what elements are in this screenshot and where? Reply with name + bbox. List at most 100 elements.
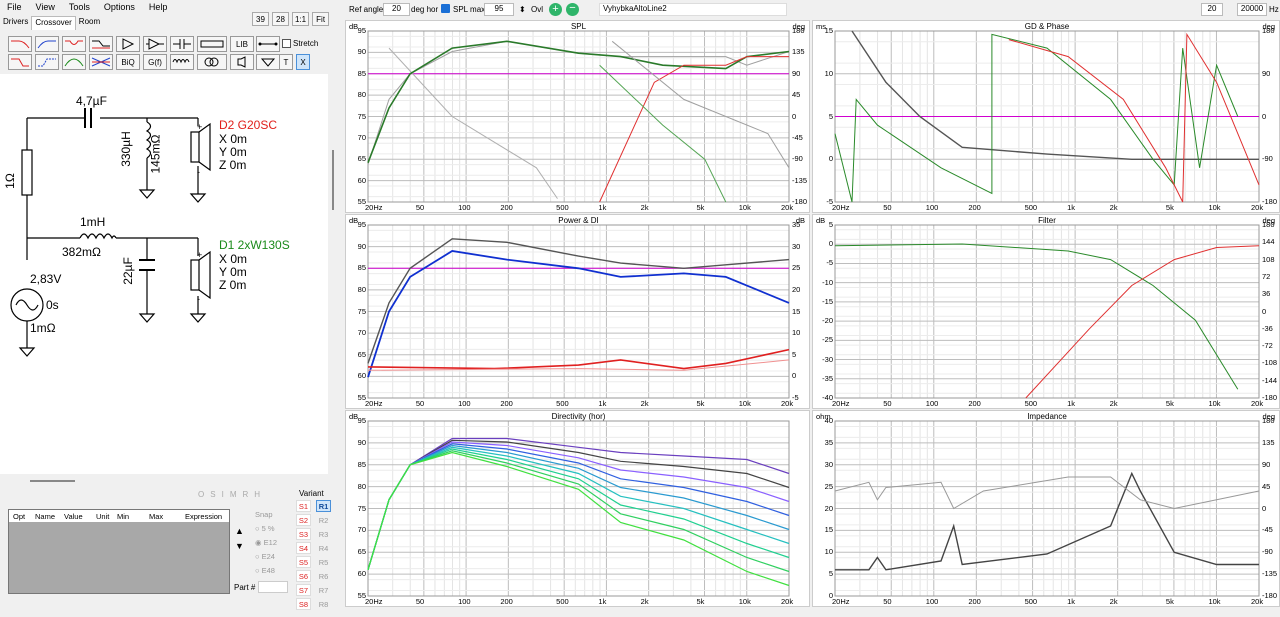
shelf-icon[interactable] <box>89 36 113 52</box>
variant-r6[interactable]: R6 <box>318 571 329 581</box>
buffer-icon[interactable] <box>143 36 167 52</box>
plot-filter-traces <box>834 243 1260 399</box>
driver-d1-name[interactable]: D1 2xW130S <box>219 238 290 252</box>
variant-s7[interactable]: S7 <box>296 584 311 596</box>
variant-s1[interactable]: S1 <box>296 500 311 512</box>
snap-e48[interactable]: ○ E48 <box>255 566 275 575</box>
variant-r1[interactable]: R1 <box>316 500 331 512</box>
highpass-1-icon[interactable] <box>35 36 59 52</box>
inductor-l1-resistance[interactable]: 145mΩ <box>148 134 163 174</box>
plot-spl[interactable]: SPL dB deg 95 90 85 80 75 70 65 60 55 180 135 90 45 0 -45… <box>345 20 810 213</box>
resistor-r1-label[interactable]: 1Ω <box>2 173 17 189</box>
variant-s3[interactable]: S3 <box>296 528 311 540</box>
opt-s[interactable]: S <box>210 490 216 499</box>
variant-r8[interactable]: R8 <box>318 599 329 609</box>
spl-max-checkbox[interactable] <box>441 4 450 13</box>
opt-i[interactable]: I <box>221 490 224 499</box>
wire-icon[interactable] <box>256 36 280 52</box>
speaker-icon[interactable] <box>230 54 254 70</box>
plot-dir[interactable]: Directivity (hor) dB 95 90 85 80 75 70 65 60 55 20H… <box>345 410 810 607</box>
spl-max-input[interactable]: 95 <box>484 3 514 16</box>
bandpass-icon[interactable] <box>62 54 86 70</box>
delete-button[interactable]: X <box>296 54 310 70</box>
capacitor-c2-label[interactable]: 22µF <box>120 257 135 285</box>
menu-tools[interactable]: Tools <box>68 2 90 12</box>
variant-r4[interactable]: R4 <box>318 543 329 553</box>
zoom-39-button[interactable]: 39 <box>252 12 269 26</box>
plot-gd[interactable]: GD & Phase ms deg 15 10 5 0 -5 180 90 0 -90 -180 20Hz… <box>812 20 1280 213</box>
variant-r3[interactable]: R3 <box>318 529 329 539</box>
schematic-canvas[interactable]: + - + - 4,7µF 1Ω 330µH 145mΩ D2 G20SC X 0m… <box>0 74 328 474</box>
variant-r7[interactable]: R7 <box>318 585 329 595</box>
zoom-28-button[interactable]: 28 <box>272 12 289 26</box>
variant-r2[interactable]: R2 <box>318 515 329 525</box>
notch-icon[interactable] <box>62 36 86 52</box>
variant-s5[interactable]: S5 <box>296 556 311 568</box>
plot-filter[interactable]: Filter dB deg 5 0 -5 -10 -15 -20 -25 -30 -35 -40 180 1… <box>812 214 1280 409</box>
plot-gd-ylabel: ms <box>816 22 826 31</box>
biquad-button[interactable]: BiQ <box>116 54 140 70</box>
freq-max-input[interactable]: 20000 <box>1237 3 1267 16</box>
inductor-l1-label[interactable]: 330µH <box>118 131 133 167</box>
tab-drivers[interactable]: Drivers <box>3 17 29 26</box>
opt-r[interactable]: R <box>242 490 249 499</box>
library-button[interactable]: LIB <box>230 36 254 52</box>
move-down-icon[interactable]: ▼ <box>235 541 244 551</box>
transfer-function-button[interactable]: G(f) <box>143 54 167 70</box>
snap-5pct[interactable]: ○ 5 % <box>255 524 275 533</box>
zoom-fit-button[interactable]: Fit <box>312 12 330 26</box>
ref-angle-input[interactable]: 20 <box>383 3 410 16</box>
inductor-icon[interactable] <box>170 54 194 70</box>
freq-min-input[interactable]: 20 <box>1201 3 1223 16</box>
driver-d2-name[interactable]: D2 G20SC <box>219 118 278 132</box>
plot-power[interactable]: Power & DI dB dB 95 90 85 80 75 70 65 60 55 35 30 25 20… <box>345 214 810 409</box>
menu-options[interactable]: Options <box>103 2 135 12</box>
menu-view[interactable]: View <box>35 2 55 12</box>
variant-s8[interactable]: S8 <box>296 598 311 610</box>
variant-s6[interactable]: S6 <box>296 570 311 582</box>
tab-room[interactable]: Room <box>78 17 101 26</box>
opt-o[interactable]: O <box>198 490 205 499</box>
menu-help[interactable]: Help <box>148 2 168 12</box>
source-voltage[interactable]: 2,83V <box>30 272 62 286</box>
opt-h[interactable]: H <box>254 490 261 499</box>
stretch-checkbox[interactable]: Stretch <box>282 39 318 48</box>
schematic-scrollbar[interactable] <box>332 150 334 210</box>
inductor-l2-resistance[interactable]: 382mΩ <box>62 245 101 259</box>
move-up-icon[interactable]: ▲ <box>235 526 244 536</box>
text-button[interactable]: T <box>279 54 293 70</box>
transformer-icon[interactable] <box>197 54 227 70</box>
lowpass-1-icon[interactable] <box>8 36 32 52</box>
tab-crossover[interactable]: Crossover <box>31 16 76 30</box>
optimizer-table[interactable]: Opt Name Value Unit Min Max Expression <box>8 509 230 594</box>
hz-label: Hz <box>1269 5 1279 14</box>
amplifier-icon[interactable] <box>116 36 140 52</box>
variant-s4[interactable]: S4 <box>296 542 311 554</box>
ground-icon[interactable] <box>256 54 280 70</box>
remove-overlay-icon[interactable]: − <box>566 3 579 16</box>
panel-splitter[interactable] <box>30 480 75 482</box>
capacitor-icon[interactable] <box>170 36 194 52</box>
lowpass-2-icon[interactable] <box>8 54 32 70</box>
plot-gd-title: GD & Phase <box>1024 22 1070 31</box>
plot-spl-rtick: 180 <box>792 26 805 35</box>
part-number-input[interactable] <box>258 581 288 593</box>
snap-e12[interactable]: ◉ E12 <box>255 538 277 547</box>
highpass-2-icon[interactable] <box>35 54 59 70</box>
add-overlay-icon[interactable]: + <box>549 3 562 16</box>
zoom-1to1-button[interactable]: 1:1 <box>292 12 310 26</box>
plot-gd-xtick: 1k <box>1067 203 1076 212</box>
spl-max-spinner-icon[interactable]: ⬍ <box>519 5 526 14</box>
variant-r5[interactable]: R5 <box>318 557 329 567</box>
opt-m[interactable]: M <box>229 490 237 499</box>
allpass-icon[interactable] <box>89 54 113 70</box>
variant-s2[interactable]: S2 <box>296 514 311 526</box>
resistor-icon[interactable] <box>197 36 227 52</box>
inductor-l2-label[interactable]: 1mH <box>80 215 106 229</box>
menu-file[interactable]: File <box>7 2 22 12</box>
snap-e24[interactable]: ○ E24 <box>255 552 275 561</box>
plot-imp[interactable]: Impedance ohm deg 40 35 30 25 20 15 10 5 0 180 135 90 4… <box>812 410 1280 607</box>
capacitor-c1-label[interactable]: 4,7µF <box>76 94 107 108</box>
project-name-field[interactable]: VyhybkaAltoLine2 <box>599 3 787 16</box>
plot-spl-ytick: 85 <box>357 68 366 78</box>
